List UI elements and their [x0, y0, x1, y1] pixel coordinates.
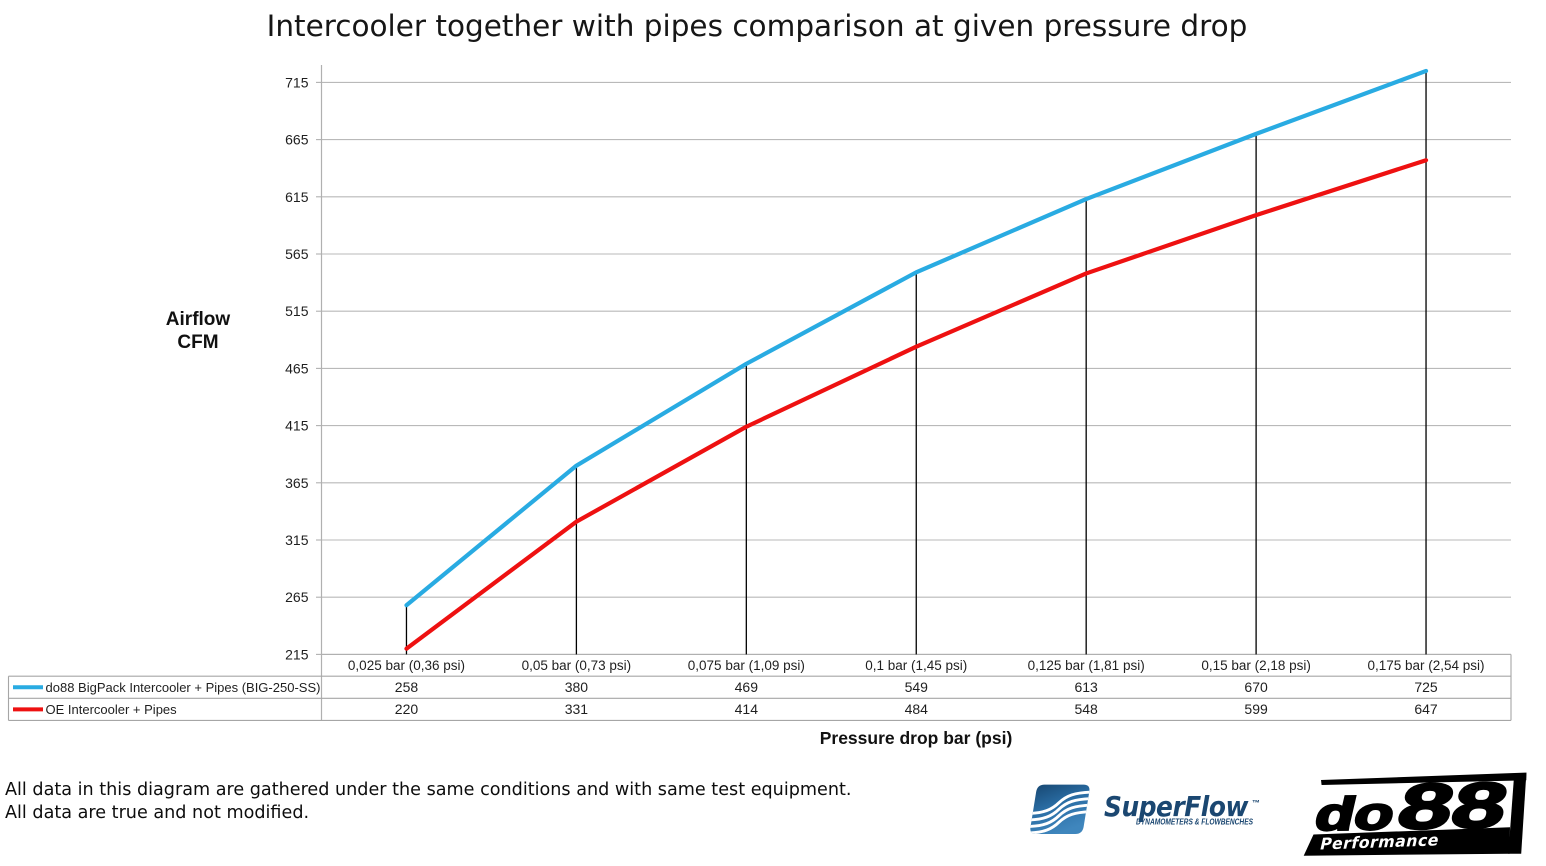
y-axis-title-line1: Airflow	[165, 309, 231, 330]
y-tick-label: 215	[285, 646, 309, 662]
superflow-flow-stripes-icon	[1030, 784, 1090, 834]
x-category-label: 0,15 bar (2,18 psi)	[1201, 658, 1311, 673]
table-value: 220	[395, 701, 419, 717]
legend-label: OE Intercooler + Pipes	[46, 702, 178, 717]
table-value: 469	[735, 679, 759, 695]
series-line-do88	[404, 68, 1429, 608]
do88-logo-frame	[1303, 772, 1527, 856]
do88-frame-top-bar	[1321, 772, 1527, 785]
table-value: 670	[1244, 679, 1268, 695]
do88-logo: do 88 Performance	[1303, 767, 1527, 856]
footer-line2: All data are true and not modified.	[5, 803, 310, 823]
y-tick-label: 465	[285, 360, 309, 376]
do88-wordmark: do 88	[1309, 767, 1516, 843]
legend-label: do88 BigPack Intercooler + Pipes (BIG-25…	[46, 680, 321, 695]
x-category-label: 0,1 bar (1,45 psi)	[865, 658, 967, 673]
table-value: 613	[1074, 679, 1098, 695]
superflow-logo: SuperFlow ™ DYNAMOMETERS & FLOWBENCHES	[1030, 784, 1260, 834]
y-axis-title: Airflow CFM	[118, 308, 278, 354]
y-axis-title-line2: CFM	[177, 332, 219, 353]
superflow-trademark: ™	[1252, 799, 1260, 808]
table-value: 331	[565, 701, 589, 717]
superflow-icon-stripes	[1030, 790, 1090, 834]
do88-tagline: Performance	[1318, 830, 1441, 853]
footer-line1: All data in this diagram are gathered un…	[5, 779, 852, 800]
y-tick-label: 665	[285, 132, 309, 148]
y-tick-label: 265	[285, 589, 309, 605]
y-tick-label: 515	[285, 303, 309, 319]
table-value: 549	[905, 679, 929, 695]
y-tick-label: 315	[285, 532, 309, 548]
table-value: 548	[1074, 701, 1098, 717]
x-category-label: 0,175 bar (2,54 psi)	[1367, 658, 1484, 673]
x-category-label: 0,025 bar (0,36 psi)	[348, 658, 465, 673]
table-value: 414	[735, 701, 759, 717]
do88-wordmark-88: 88	[1391, 769, 1515, 843]
do88-wordmark-do: do	[1310, 787, 1400, 840]
table-value: 484	[905, 701, 929, 717]
footer-note: All data in this diagram are gathered un…	[5, 779, 852, 826]
chart-title: Intercooler together with pipes comparis…	[266, 9, 1248, 43]
x-category-label: 0,05 bar (0,73 psi)	[522, 658, 632, 673]
table-value: 599	[1244, 701, 1268, 717]
x-category-label: 0,125 bar (1,81 psi)	[1028, 658, 1145, 673]
table-value: 647	[1414, 701, 1438, 717]
y-tick-label: 715	[285, 74, 309, 90]
table-value: 725	[1414, 679, 1438, 695]
table-value: 380	[565, 679, 589, 695]
y-tick-label: 365	[285, 475, 309, 491]
series-line-oe	[404, 158, 1429, 651]
x-axis-title: Pressure drop bar (psi)	[819, 728, 1013, 748]
superflow-tagline: DYNAMOMETERS & FLOWBENCHES	[1136, 818, 1254, 827]
y-tick-label: 565	[285, 246, 309, 262]
do88-frame-right-bar	[1508, 772, 1527, 854]
y-tick-label: 615	[285, 189, 309, 205]
do88-frame-bottom-band	[1303, 827, 1510, 856]
superflow-wordmark: SuperFlow	[1104, 791, 1249, 823]
table-value: 258	[395, 679, 419, 695]
y-tick-label: 415	[285, 418, 309, 434]
x-category-label: 0,075 bar (1,09 psi)	[688, 658, 805, 673]
